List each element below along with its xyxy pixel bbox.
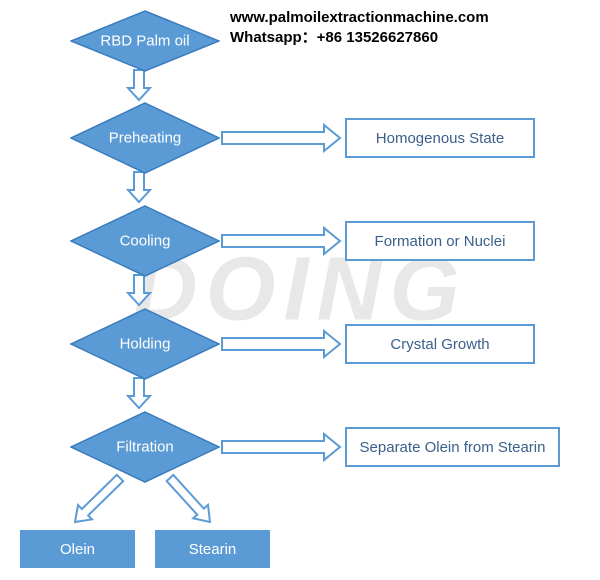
result-formation: Formation or Nuclei (345, 221, 535, 261)
whatsapp-text: Whatsapp：+86 13526627860 (230, 28, 489, 48)
output-olein: Olein (20, 530, 135, 568)
arrows-layer (0, 0, 600, 580)
header-block: www.palmoilextractionmachine.com Whatsap… (230, 8, 489, 47)
result-separate: Separate Olein from Stearin (345, 427, 560, 467)
node-preheating: Preheating (70, 102, 220, 174)
node-holding: Holding (70, 308, 220, 380)
node-cooling: Cooling (70, 205, 220, 277)
result-homogenous: Homogenous State (345, 118, 535, 158)
output-stearin: Stearin (155, 530, 270, 568)
result-crystal: Crystal Growth (345, 324, 535, 364)
node-start: RBD Palm oil (70, 10, 220, 72)
node-filtration: Filtration (70, 411, 220, 483)
website-text: www.palmoilextractionmachine.com (230, 8, 489, 28)
